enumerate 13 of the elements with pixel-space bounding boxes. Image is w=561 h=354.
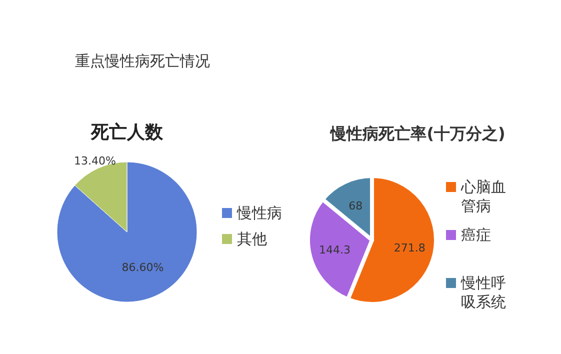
data-label: 144.3 bbox=[319, 243, 351, 256]
legend-label: 慢性病 bbox=[236, 204, 282, 222]
chart-title: 慢性病死亡率(十万分之) bbox=[330, 124, 506, 143]
data-label: 271.8 bbox=[394, 241, 426, 254]
legend-label: 慢性呼吸系统 bbox=[460, 274, 506, 311]
legend-label: 心脑血管病 bbox=[460, 178, 506, 215]
data-label: 68 bbox=[348, 199, 363, 212]
legend-label: 其他 bbox=[237, 230, 267, 248]
data-label: 86.60% bbox=[122, 261, 164, 274]
chart-subtitle: 死亡人数 bbox=[90, 122, 164, 143]
data-label: 13.40% bbox=[74, 154, 116, 168]
chart-title: 重点慢性病死亡情况 bbox=[75, 52, 210, 70]
legend-label: 癌症 bbox=[461, 226, 491, 244]
